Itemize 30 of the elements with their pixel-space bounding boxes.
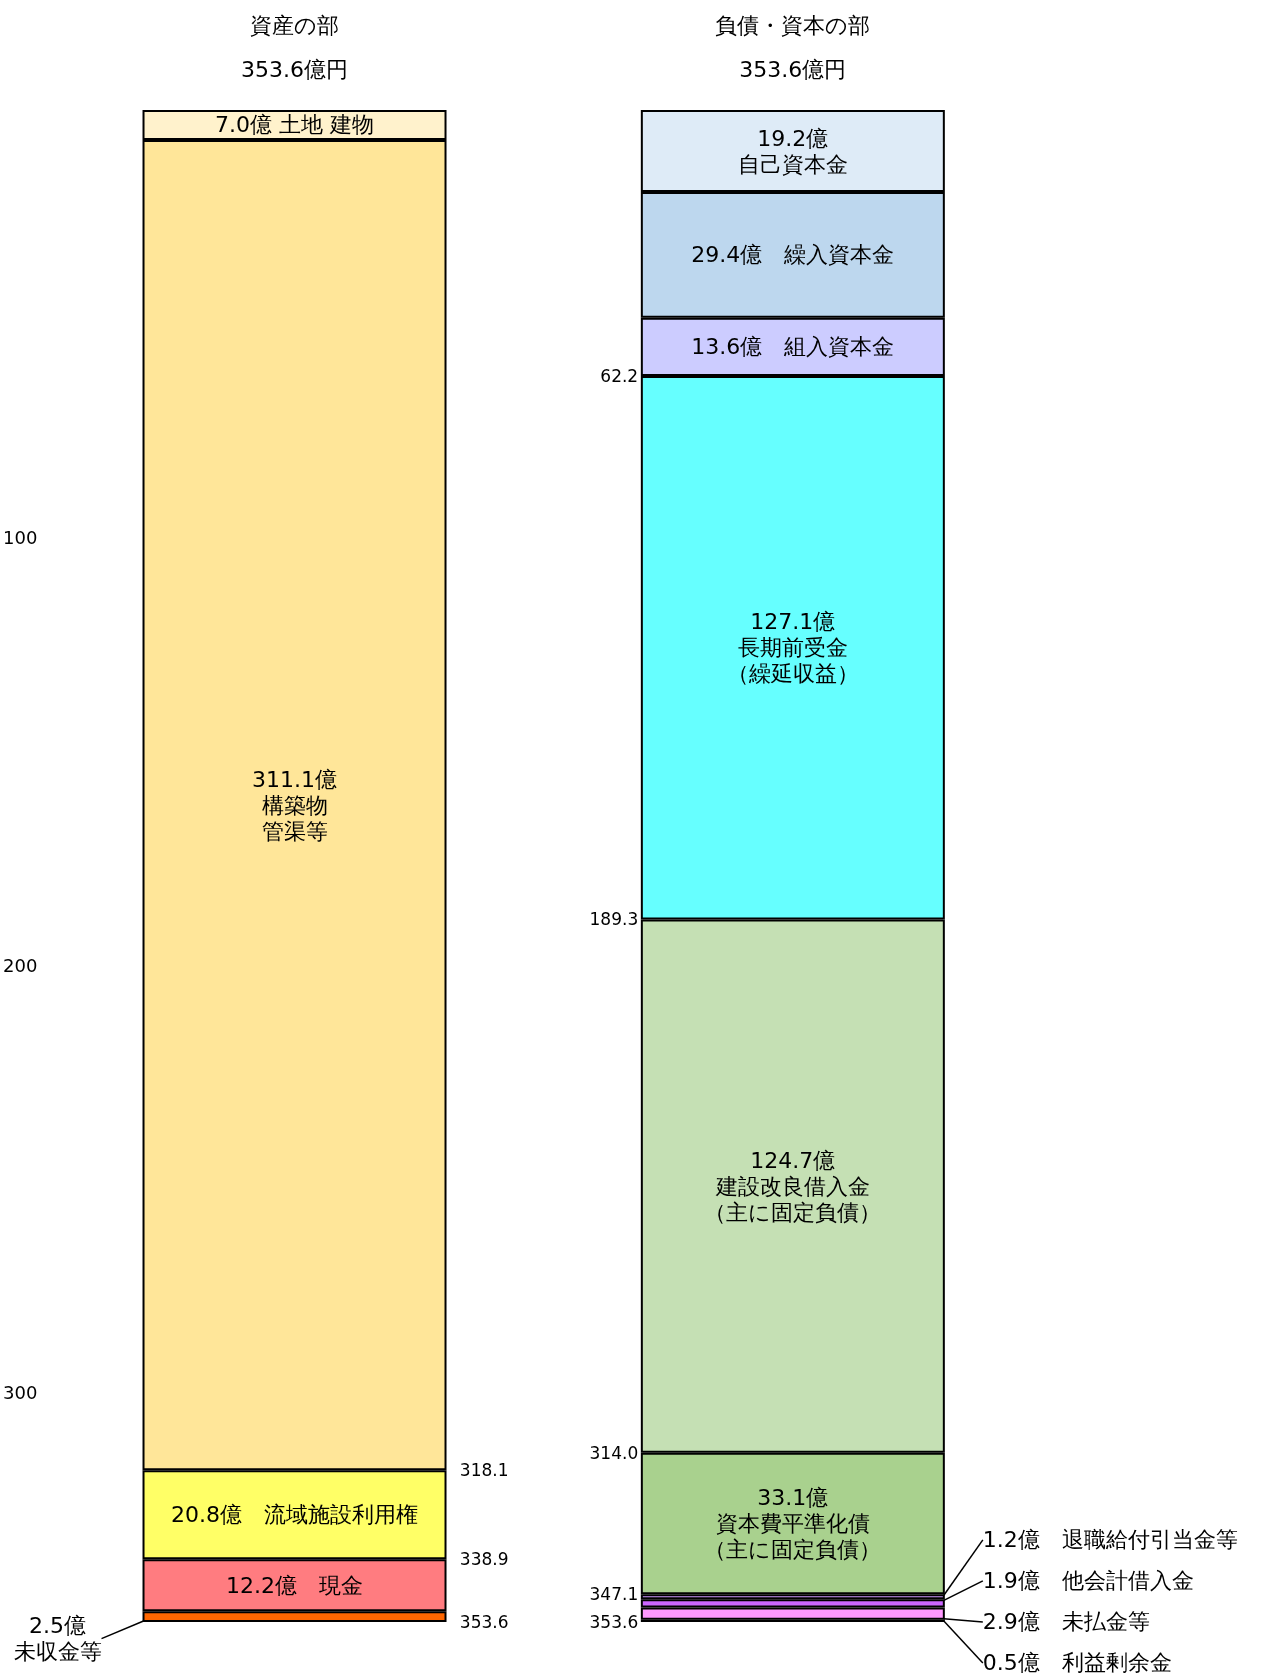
- data-label: 0.5億 利益剰余金: [982, 1650, 1172, 1674]
- data-label: 1.2億 退職給付引当金等: [982, 1527, 1238, 1553]
- data-label: 7.0億 土地 建物: [215, 112, 375, 138]
- y-tick-label: 200: [3, 954, 38, 976]
- data-label: 127.1億長期前受金（繰延収益）: [726, 609, 859, 687]
- data-label: 13.6億 組入資本金: [691, 334, 895, 360]
- y3-tick-label: 347.1: [589, 1584, 639, 1605]
- y3-tick-label: 62.2: [600, 365, 639, 386]
- y2-tick-label: 338.9: [459, 1549, 509, 1570]
- data-label: 12.2億 現金: [226, 1572, 364, 1598]
- data-label: 311.1億構築物管渠等: [252, 766, 338, 844]
- data-label: 2.5億未収金等: [13, 1613, 102, 1665]
- data-label: 2.9億 未払金等: [982, 1609, 1150, 1635]
- y3-tick-label: 353.6: [589, 1612, 639, 1632]
- y3-tick-label: 189.3: [589, 909, 639, 930]
- data-label: 20.8億 流域施設利用権: [171, 1502, 419, 1528]
- y-tick-label: 300: [3, 1382, 38, 1404]
- data-label: 19.2億自己資本金: [737, 125, 848, 177]
- x-tick-label: 資産の部: [250, 12, 340, 38]
- data-label: 29.4億 繰入資本金: [691, 242, 895, 268]
- data-label: 124.7億建設改良借入金（主に固定負債）: [704, 1147, 882, 1225]
- total-label: 353.6億円: [241, 56, 349, 82]
- x-tick-label: 負債・資本の部: [715, 12, 871, 38]
- data-label: 1.9億 他会計借入金: [982, 1568, 1194, 1594]
- y2-tick-label: 353.6: [459, 1612, 509, 1632]
- y-tick-label: 100: [3, 527, 38, 549]
- data-label: 33.1億資本費平準化債（主に固定負債）: [704, 1484, 882, 1562]
- total-label: 353.6億円: [739, 56, 847, 82]
- y3-tick-label: 314.0: [589, 1442, 639, 1463]
- y2-tick-label: 318.1: [459, 1460, 509, 1481]
